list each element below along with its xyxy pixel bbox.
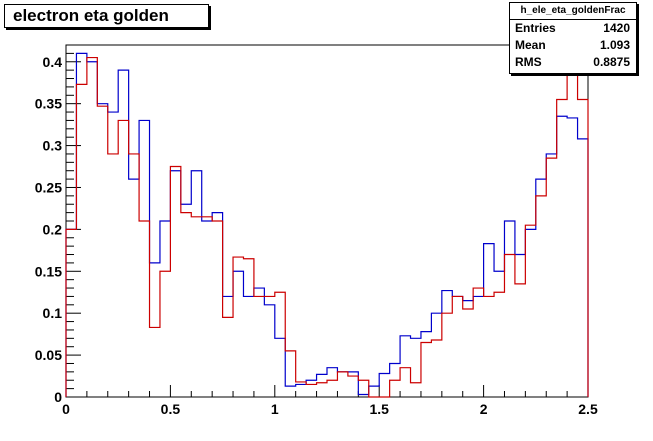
y-tick-label: 0.4 bbox=[43, 54, 63, 70]
y-tick-label: 0.2 bbox=[43, 221, 63, 237]
x-tick-label: 2 bbox=[480, 401, 488, 417]
stats-label: RMS bbox=[515, 55, 542, 69]
x-tick-label: 0.5 bbox=[161, 401, 181, 417]
chart-title-text: electron eta golden bbox=[13, 6, 169, 25]
stats-row-mean: Mean 1.093 bbox=[510, 37, 636, 54]
x-tick-label: 0 bbox=[62, 401, 70, 417]
stats-value: 0.8875 bbox=[593, 55, 630, 69]
y-tick-label: 0.1 bbox=[43, 305, 63, 321]
stats-label: Entries bbox=[515, 21, 556, 35]
y-tick-label: 0.05 bbox=[35, 347, 62, 363]
stats-box: h_ele_eta_goldenFrac Entries 1420 Mean 1… bbox=[509, 2, 637, 74]
y-tick-label: 0.35 bbox=[35, 96, 62, 112]
x-tick-label: 2.5 bbox=[578, 401, 598, 417]
y-tick-label: 0 bbox=[54, 389, 62, 405]
stats-row-entries: Entries 1420 bbox=[510, 20, 636, 37]
y-tick-label: 0.3 bbox=[43, 138, 63, 154]
y-tick-label: 0.25 bbox=[35, 179, 62, 195]
stats-value: 1.093 bbox=[599, 38, 630, 52]
x-tick-label: 1 bbox=[271, 401, 279, 417]
chart-title: electron eta golden bbox=[4, 4, 209, 28]
plot-frame bbox=[65, 44, 589, 398]
stats-row-rms: RMS 0.8875 bbox=[510, 54, 636, 71]
x-tick-label: 1.5 bbox=[369, 401, 389, 417]
histogram-series-red bbox=[65, 44, 589, 398]
stats-histogram-name: h_ele_eta_goldenFrac bbox=[510, 3, 636, 20]
stats-value: 1420 bbox=[603, 21, 630, 35]
stats-label: Mean bbox=[515, 38, 546, 52]
y-tick-label: 0.15 bbox=[35, 263, 62, 279]
